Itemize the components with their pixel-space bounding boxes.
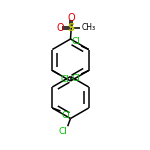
Text: Cl: Cl [58, 127, 67, 136]
Text: O: O [68, 13, 75, 23]
Text: S: S [68, 23, 75, 33]
Text: Cl: Cl [72, 74, 81, 83]
Text: Cl: Cl [72, 37, 81, 46]
Text: Cl: Cl [60, 75, 69, 84]
Text: CH₃: CH₃ [82, 23, 96, 32]
Text: O: O [57, 23, 64, 33]
Text: Cl: Cl [61, 111, 70, 120]
